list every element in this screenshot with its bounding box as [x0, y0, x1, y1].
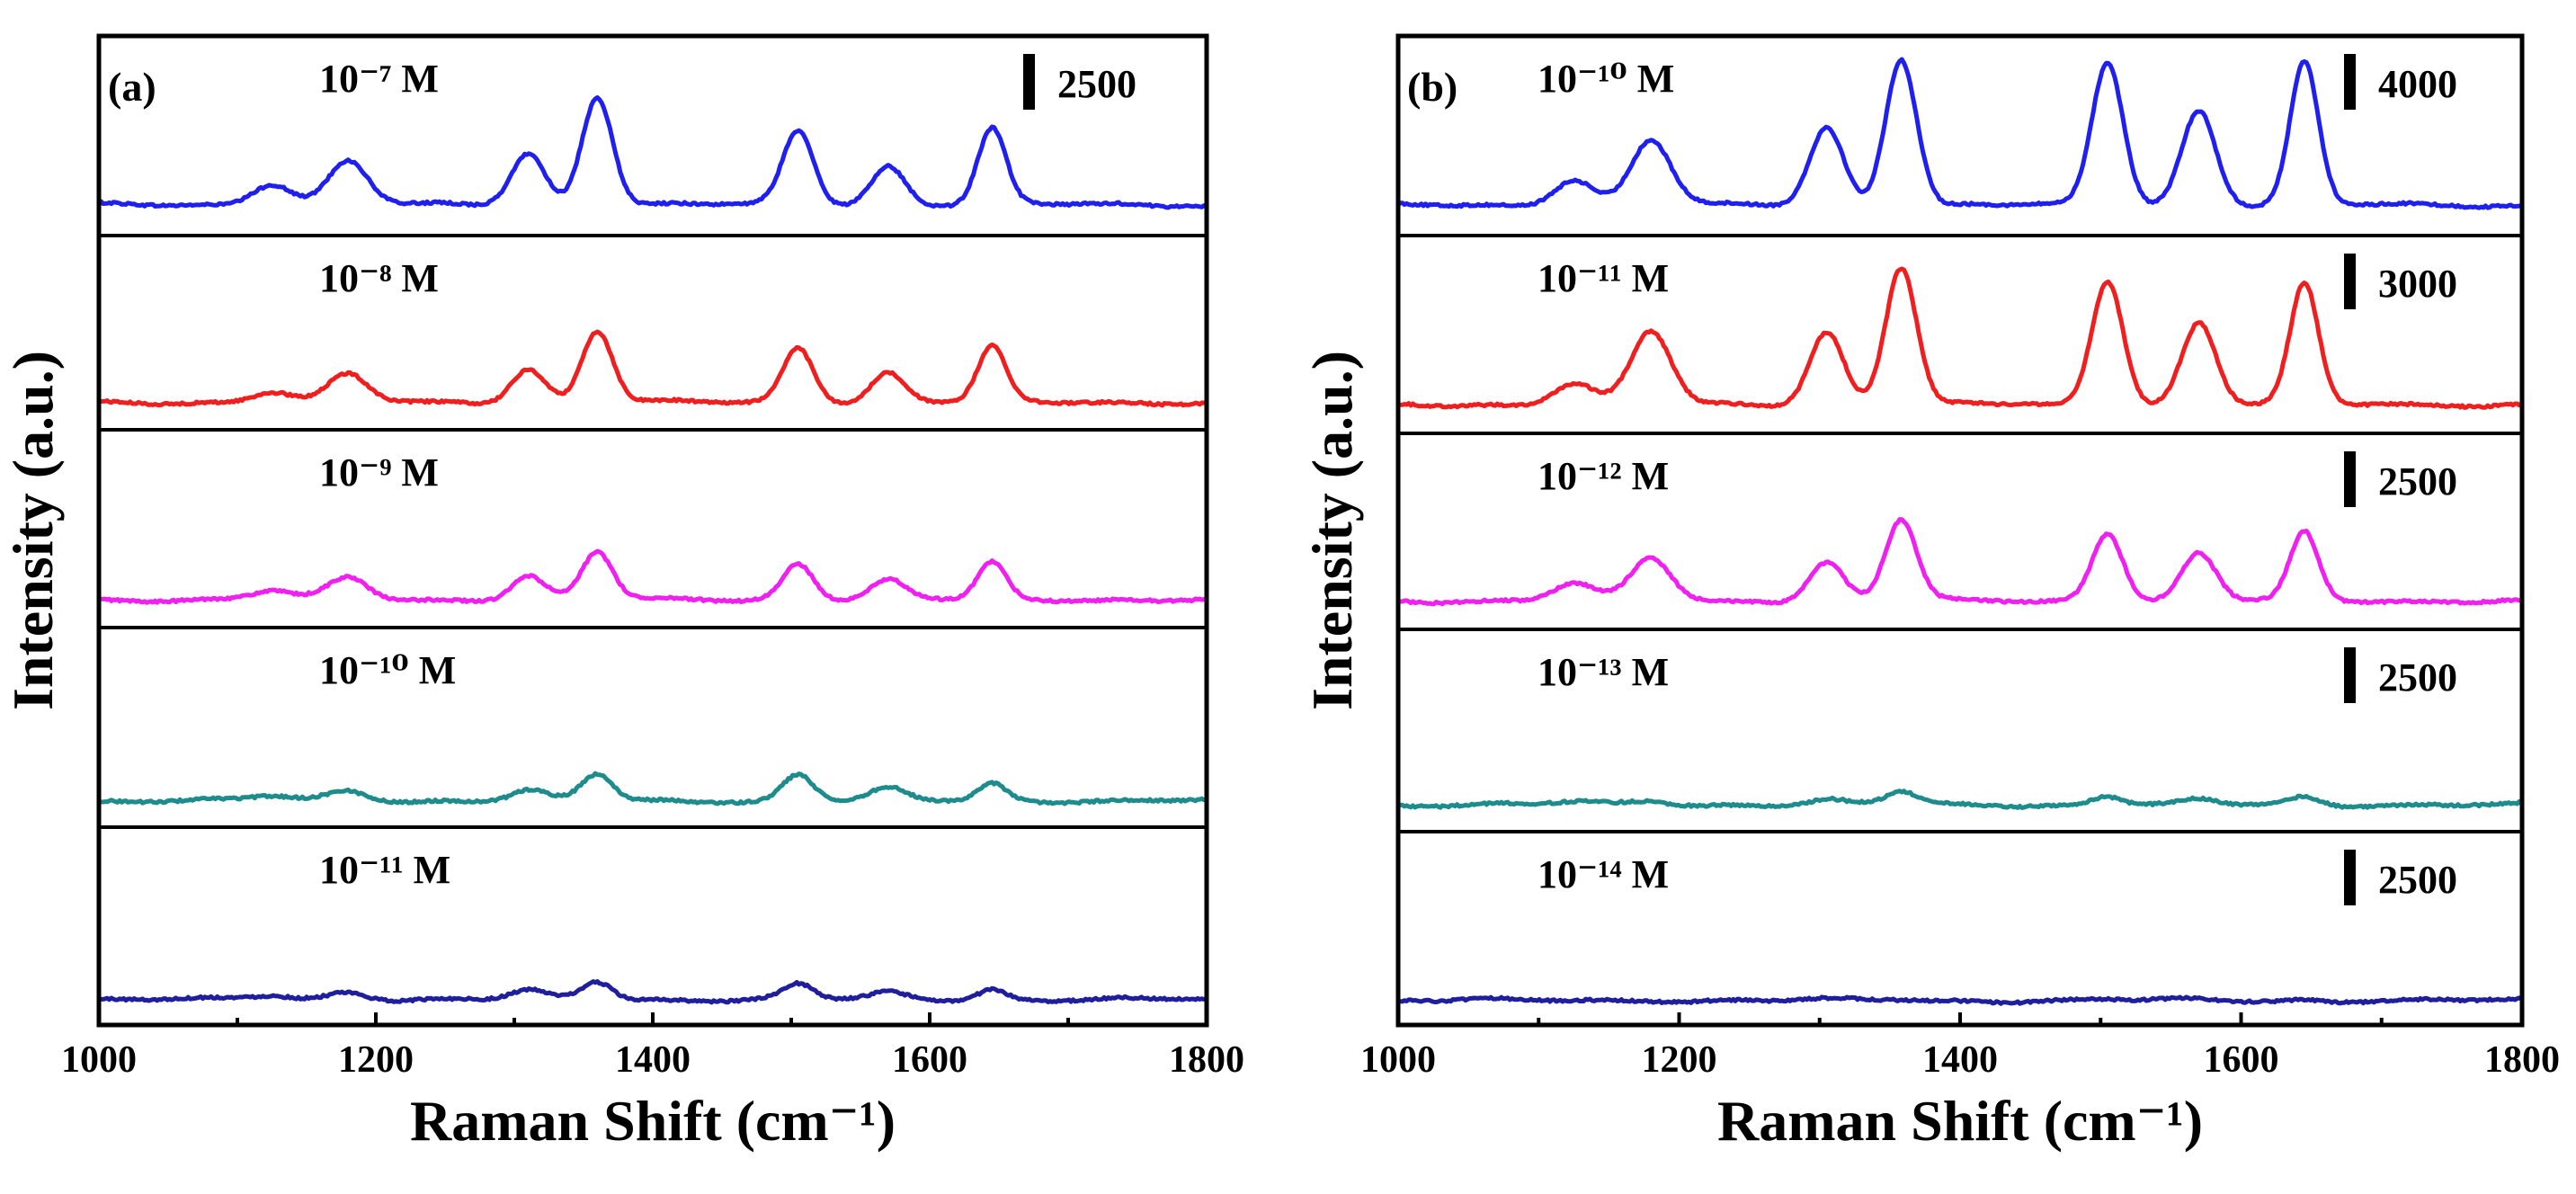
spectrum-stack-3: 10⁻¹³ M 2500 [1396, 647, 2523, 810]
spectrum-line [98, 979, 1207, 1005]
x-axis-title: Raman Shift (cm⁻¹) [1717, 1089, 2203, 1153]
concentration-label: 10⁻⁸ M [319, 256, 439, 300]
spectrum-stack-1: 10⁻¹¹ M 3000 [1397, 254, 2523, 410]
x-tick-label: 1200 [338, 1039, 414, 1081]
scale-bar [2344, 850, 2356, 905]
x-tick-label: 1200 [1642, 1039, 1717, 1081]
x-tick-label: 1800 [1169, 1039, 1244, 1081]
spectrum-stack-0: 10⁻¹⁰ M 4000 [1396, 54, 2523, 210]
panel-label: (a) [108, 64, 156, 110]
spectrum-line [98, 329, 1208, 408]
spectrum-stack-4: 10⁻¹¹ M [98, 848, 1207, 1005]
concentration-label: 10⁻¹¹ M [1538, 256, 1669, 300]
x-tick-label: 1400 [615, 1039, 691, 1081]
scale-bar [2344, 254, 2356, 309]
spectrum-line [1396, 57, 2523, 210]
spectrum-line [97, 771, 1207, 806]
concentration-label: 10⁻¹² M [1538, 454, 1669, 498]
spectrum-line [1397, 994, 2523, 1006]
spectrum-line [1397, 266, 2523, 410]
spectrum-line [98, 95, 1207, 210]
spectrum-line [1396, 789, 2523, 810]
concentration-label: 10⁻¹⁰ M [1538, 57, 1674, 101]
scale-bar-label: 2500 [2378, 858, 2457, 902]
concentration-label: 10⁻¹⁰ M [319, 648, 456, 692]
x-tick-label: 1000 [61, 1039, 137, 1081]
concentration-label: 10⁻⁹ M [319, 450, 439, 495]
spectrum-stack-3: 10⁻¹⁰ M [97, 648, 1207, 806]
y-axis-title: Intensity (a.u.) [1, 351, 65, 710]
x-axis-title: Raman Shift (cm⁻¹) [410, 1089, 896, 1153]
concentration-label: 10⁻¹¹ M [319, 848, 450, 892]
scale-bar [2344, 54, 2356, 110]
scale-bar-label: 2500 [2378, 655, 2457, 699]
spectrum-line [1397, 517, 2522, 607]
scale-bar [1023, 54, 1035, 110]
spectrum-line [98, 548, 1207, 605]
spectrum-stack-4: 10⁻¹⁴ M 2500 [1397, 850, 2523, 1006]
concentration-label: 10⁻¹⁴ M [1538, 852, 1669, 896]
x-tick-label: 1400 [1922, 1039, 1998, 1081]
concentration-label: 10⁻¹³ M [1538, 650, 1669, 694]
scale-bar-label: 4000 [2378, 62, 2457, 106]
x-tick-label: 1800 [2484, 1039, 2560, 1081]
x-tick-label: 1600 [2204, 1039, 2279, 1081]
scale-bar [2344, 647, 2356, 703]
spectrum-stack-1: 10⁻⁸ M [98, 256, 1208, 408]
spectrum-stack-2: 10⁻¹² M 2500 [1397, 451, 2522, 607]
panel-label: (b) [1407, 64, 1457, 110]
spectrum-stack-0: 10⁻⁷ M 2500 [98, 54, 1207, 210]
scale-bar-label: 2500 [1057, 62, 1136, 106]
plot-frame [96, 33, 1209, 1028]
y-axis-title: Intensity (a.u.) [1300, 351, 1364, 710]
scale-bar-label: 3000 [2378, 262, 2457, 306]
x-tick-label: 1000 [1360, 1039, 1436, 1081]
scale-bar [2344, 451, 2356, 507]
x-tick-label: 1600 [892, 1039, 967, 1081]
scale-bar-label: 2500 [2378, 459, 2457, 503]
spectrum-stack-2: 10⁻⁹ M [98, 450, 1207, 605]
concentration-label: 10⁻⁷ M [319, 57, 439, 101]
